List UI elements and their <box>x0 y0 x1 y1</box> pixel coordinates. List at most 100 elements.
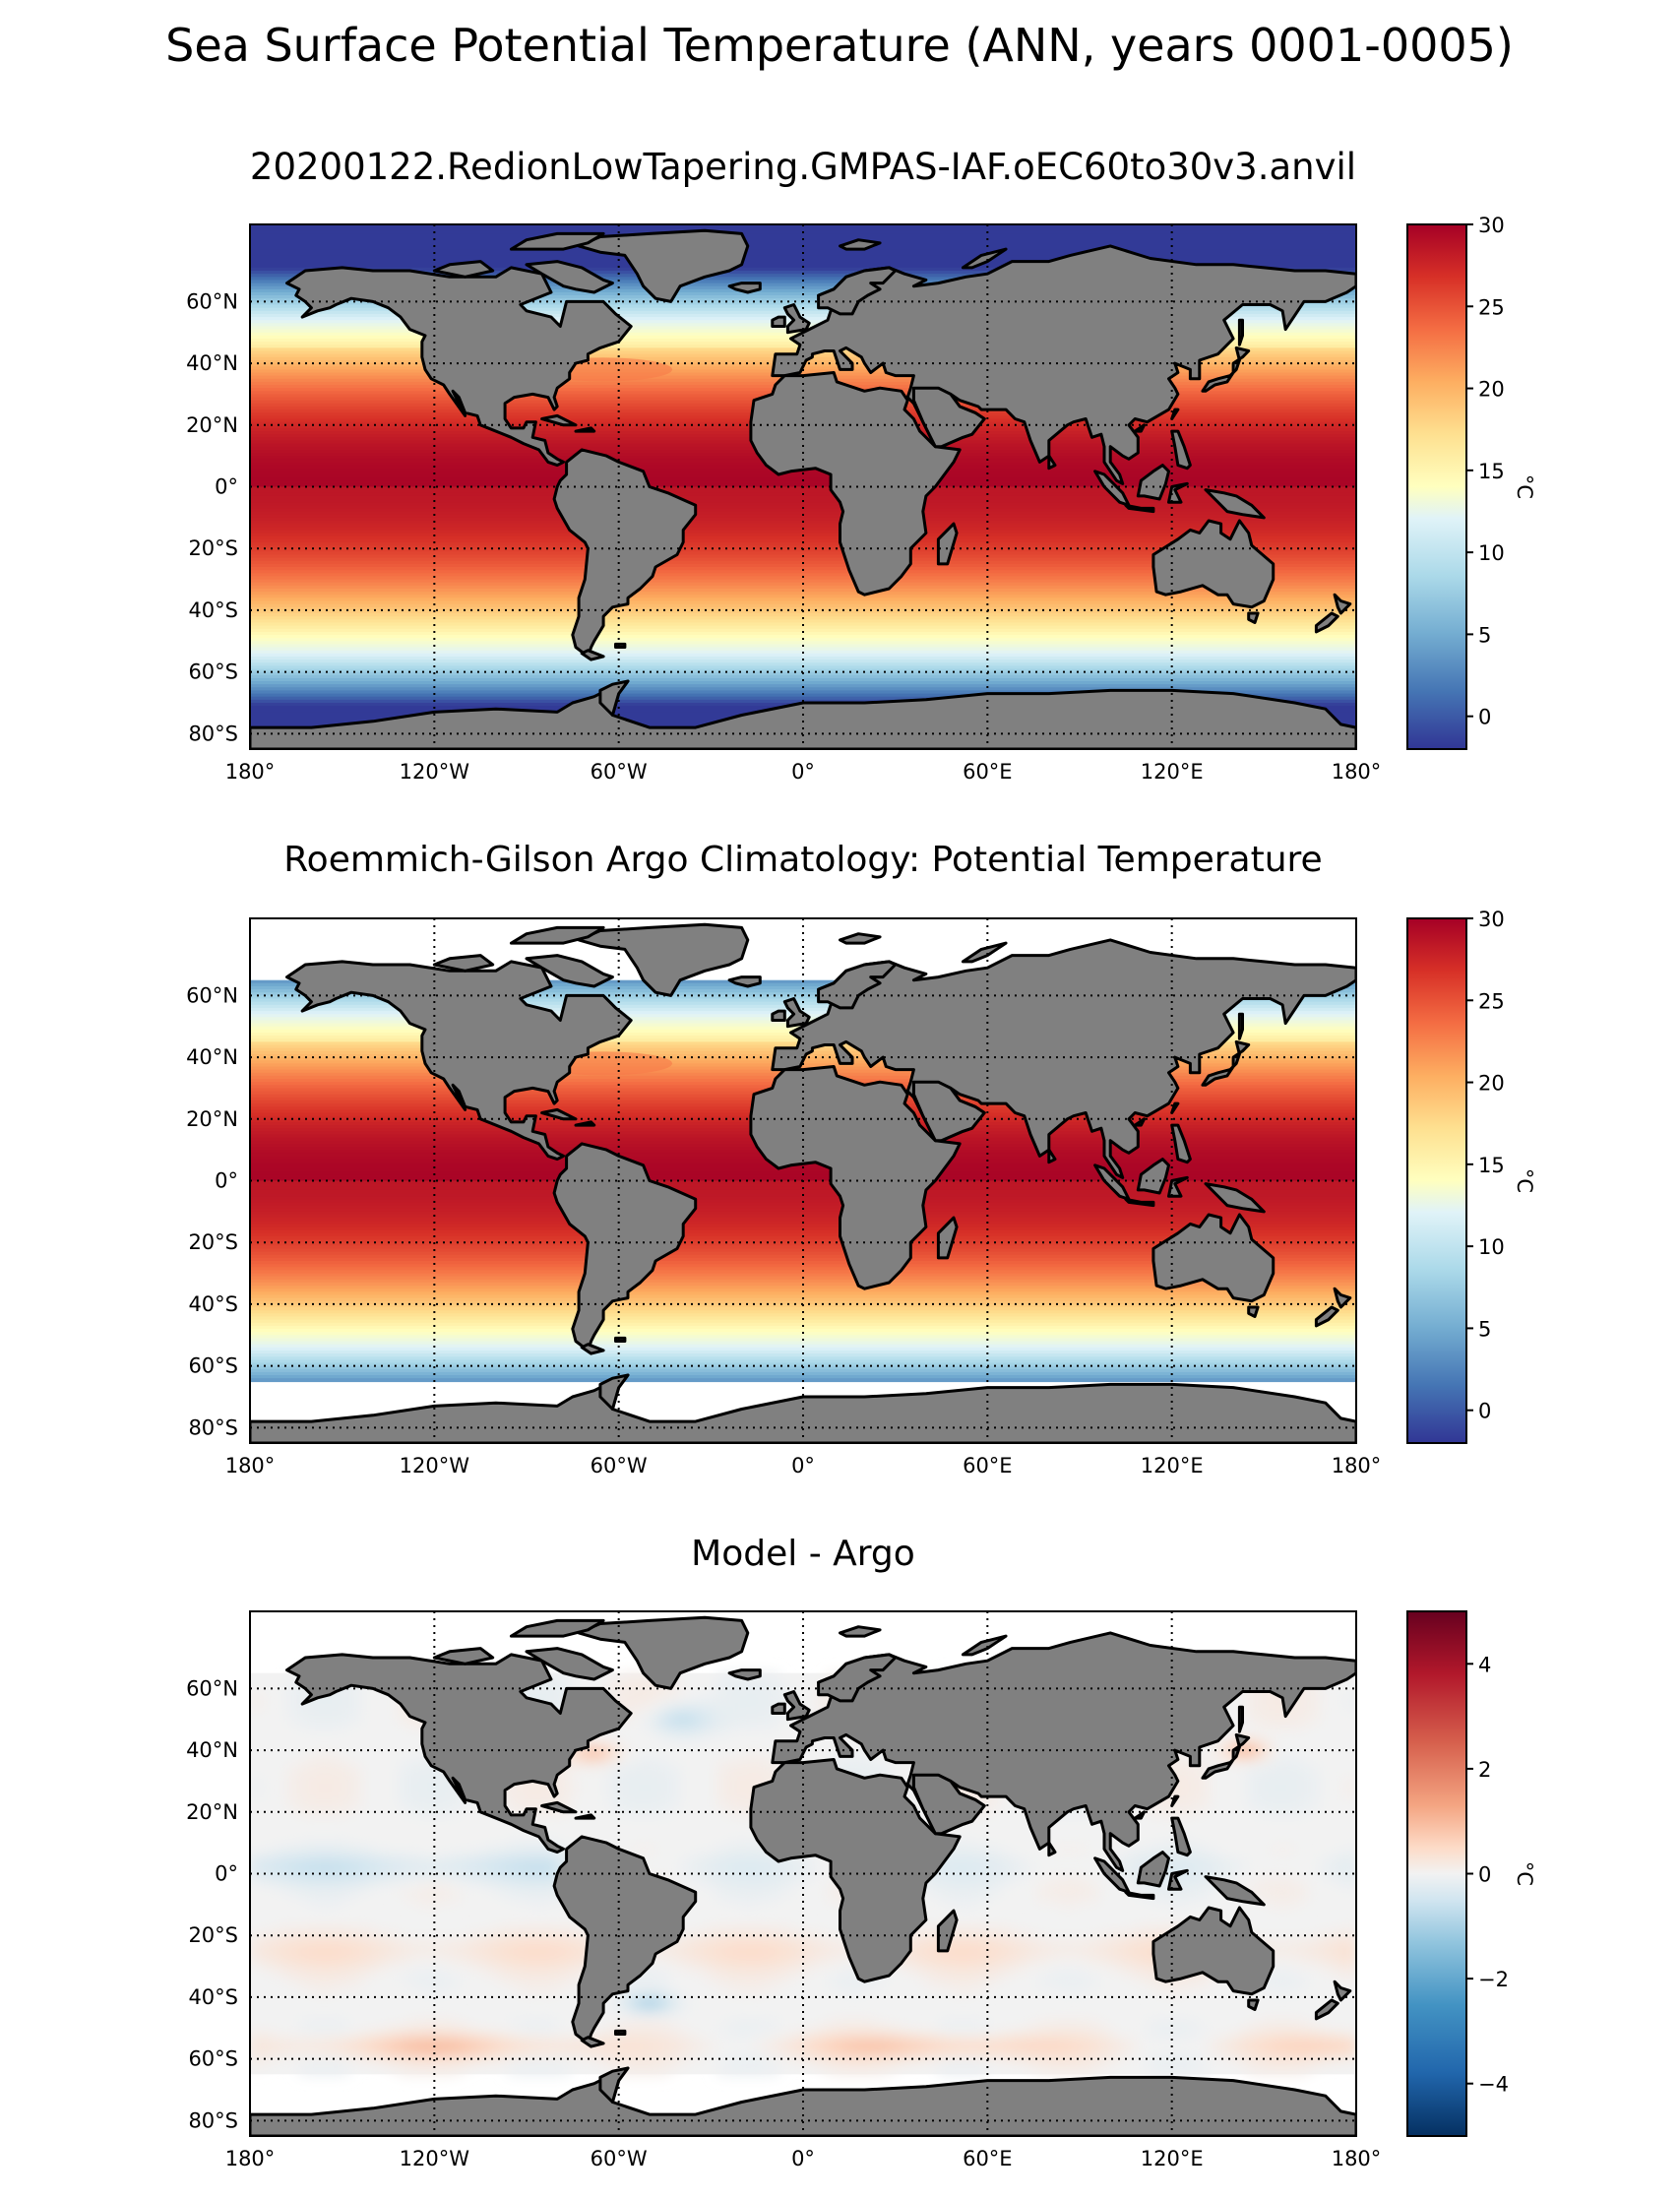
colorbar-gradient <box>1406 917 1467 1444</box>
y-tick-label: 20°N <box>186 1800 238 1824</box>
colorbar-tick-label: 15 <box>1478 1154 1505 1177</box>
landmass <box>961 941 1008 964</box>
land-layer <box>250 1615 1356 2136</box>
y-tick-label: 40°N <box>186 351 238 375</box>
landmass <box>1204 1182 1266 1214</box>
landmass <box>1333 593 1352 615</box>
colorbar-tick-label: 2 <box>1478 1758 1491 1782</box>
landmass <box>580 1343 605 1355</box>
landmass <box>577 1615 750 1690</box>
y-tick-label: 40°N <box>186 1045 238 1069</box>
colorbar-tick-label: 25 <box>1478 295 1505 319</box>
landmass <box>1314 611 1339 634</box>
landmass <box>509 1618 605 1638</box>
colorbar-tick-label: 5 <box>1478 1317 1491 1341</box>
colorbar-tick-label: 30 <box>1478 908 1505 931</box>
landmass <box>1201 1732 1251 1780</box>
landmass <box>1314 1998 1339 2021</box>
x-tick-label: 180° <box>1332 760 1382 784</box>
y-tick-label: 40°N <box>186 1738 238 1762</box>
landmass <box>1170 1816 1192 1857</box>
landmass <box>817 266 898 316</box>
figure-title: Sea Surface Potential Temperature (ANN, … <box>165 19 1514 72</box>
colorbar-tick-label: 10 <box>1478 541 1505 565</box>
x-tick-label: 180° <box>1332 1454 1382 1477</box>
landmass <box>525 260 614 294</box>
colorbar-tick-label: −2 <box>1478 1968 1509 1991</box>
x-tick-label: 180° <box>225 1454 276 1477</box>
panel-title: 20200122.RedionLowTapering.GMPAS-IAF.oEC… <box>250 146 1356 188</box>
landmass <box>1170 408 1180 420</box>
x-tick-label: 120°E <box>1141 1454 1204 1477</box>
y-tick-label: 40°S <box>188 1292 238 1316</box>
map-panel-3: Model - Argo 180° 120°W 60°W 0° 60°E 120°E 180°… <box>186 1534 1536 2170</box>
y-tick-label: 20°S <box>188 536 238 560</box>
landmass <box>911 1080 986 1143</box>
map-area <box>250 918 1356 1443</box>
landmass <box>1333 1980 1352 2002</box>
landmass <box>782 997 811 1029</box>
landmass <box>1247 611 1260 624</box>
landmass <box>525 954 614 988</box>
colorbar-label: °C <box>1513 1861 1536 1886</box>
landmass <box>1201 1039 1251 1087</box>
x-tick-label: 60°E <box>963 760 1013 784</box>
landmass <box>432 954 495 973</box>
landmass <box>771 1631 1356 1872</box>
x-tick-label: 120°W <box>400 1454 470 1477</box>
landmass <box>577 228 750 303</box>
landmass <box>1333 1287 1352 1309</box>
landmass <box>1247 1998 1260 2011</box>
landmass <box>961 247 1008 270</box>
y-tick-label: 40°S <box>188 598 238 622</box>
x-tick-label: 120°E <box>1141 760 1204 784</box>
landmass <box>574 1813 596 1820</box>
landmass <box>1170 429 1192 471</box>
landmass <box>432 1647 495 1666</box>
gridlines <box>250 1611 1356 2136</box>
x-tick-label: 0° <box>791 760 815 784</box>
landmass <box>839 1625 882 1638</box>
landmass <box>1151 519 1276 609</box>
landmass <box>911 386 986 449</box>
colorbar-tick-label: 10 <box>1478 1235 1505 1259</box>
colorbar-tick-label: 20 <box>1478 378 1505 402</box>
landmass <box>936 522 959 566</box>
y-tick-label: 60°S <box>188 1354 238 1378</box>
map-frame <box>249 223 1357 750</box>
x-tick-label: 0° <box>791 2147 815 2170</box>
landmass <box>1170 1794 1180 1807</box>
landmass <box>552 448 698 659</box>
colorbar-tick-label: −4 <box>1478 2073 1509 2097</box>
colorbar-gradient <box>1406 223 1467 750</box>
panel-title: Model - Argo <box>691 1534 915 1574</box>
landmass <box>782 303 811 335</box>
colorbar-tick-label: 15 <box>1478 460 1505 483</box>
landmass <box>509 925 605 945</box>
landmass <box>839 932 882 945</box>
x-tick-label: 120°W <box>400 760 470 784</box>
map-frame <box>249 917 1357 1444</box>
y-tick-label: 80°S <box>188 2108 238 2132</box>
landmass <box>911 1773 986 1836</box>
landmass <box>525 1647 614 1681</box>
map-area <box>250 224 1356 749</box>
landmass <box>817 960 898 1010</box>
y-tick-label: 60°N <box>186 289 238 313</box>
landmass <box>574 426 596 433</box>
landmass <box>771 244 1356 485</box>
x-tick-label: 120°W <box>400 2147 470 2170</box>
landmass <box>1136 1158 1170 1195</box>
landmass <box>961 1634 1008 1657</box>
colorbar-tick-label: 20 <box>1478 1072 1505 1096</box>
x-tick-label: 180° <box>225 760 276 784</box>
landmass <box>614 2029 627 2036</box>
landmass <box>749 1065 962 1290</box>
y-tick-label: 60°S <box>188 2047 238 2071</box>
landmass <box>1047 1148 1057 1164</box>
landmass <box>1047 1841 1057 1857</box>
landmass <box>285 1653 633 1854</box>
landmass <box>1151 1906 1276 1996</box>
landmass <box>1124 1197 1155 1208</box>
colorbar-gradient <box>1406 1610 1467 2137</box>
